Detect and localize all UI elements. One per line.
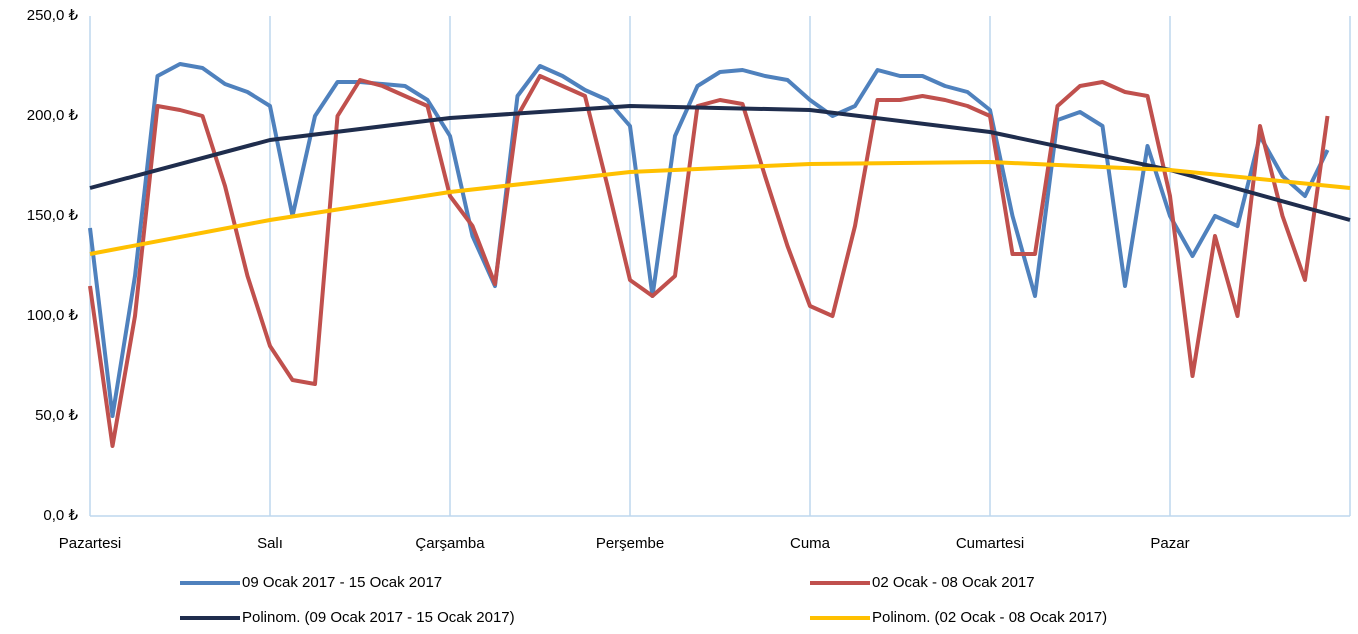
series-line (89, 104, 1351, 222)
y-tick-label: 0,0 ₺ (43, 507, 78, 524)
series-line (88, 74, 1330, 448)
y-tick-label: 250,0 ₺ (27, 7, 79, 24)
x-tick-label: Salı (257, 535, 283, 552)
x-tick-label: Pazartesi (59, 535, 122, 552)
y-tick-label: 200,0 ₺ (27, 107, 79, 124)
legend-label: Polinom. (09 Ocak 2017 - 15 Ocak 2017) (242, 609, 515, 626)
legend-label: 09 Ocak 2017 - 15 Ocak 2017 (242, 574, 442, 591)
legend-label: Polinom. (02 Ocak - 08 Ocak 2017) (872, 609, 1107, 626)
x-tick-label: Cumartesi (956, 535, 1024, 552)
series-line (88, 62, 1330, 418)
x-tick-label: Cuma (790, 535, 831, 552)
y-tick-label: 100,0 ₺ (27, 307, 79, 324)
y-tick-label: 150,0 ₺ (27, 207, 79, 224)
x-tick-label: Perşembe (596, 535, 664, 552)
x-tick-label: Çarşamba (415, 535, 485, 552)
series-line (89, 160, 1351, 256)
legend-label: 02 Ocak - 08 Ocak 2017 (872, 574, 1035, 591)
x-tick-label: Pazar (1150, 535, 1189, 552)
y-tick-label: 50,0 ₺ (35, 407, 78, 424)
